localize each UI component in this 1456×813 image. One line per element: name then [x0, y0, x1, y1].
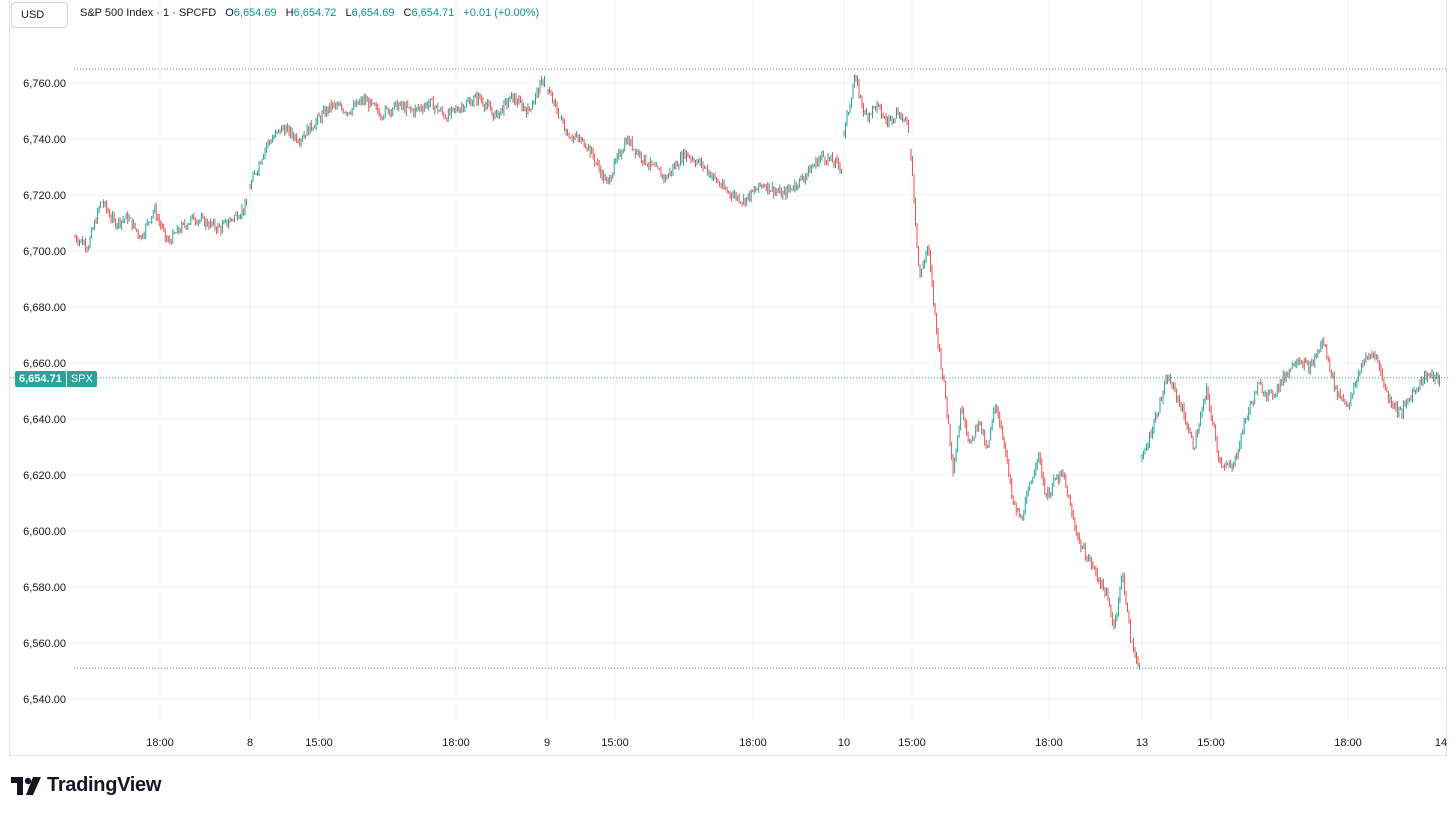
- y-tick-label: 6,720.00: [23, 190, 66, 202]
- open-label: O: [225, 7, 234, 19]
- brand-name: TradingView: [47, 774, 162, 796]
- price-chart[interactable]: 6,540.00 6,560.00 6,580.00 6,600.00 6,620.00…: [10, 0, 1448, 756]
- x-tick-label: 15:00: [601, 737, 629, 749]
- open-value: 6,654.69: [233, 7, 277, 19]
- low-label: L: [345, 7, 352, 19]
- x-tick-label: 18:00: [146, 737, 174, 749]
- high-value: 6,654.72: [293, 7, 337, 19]
- tradingview-brand[interactable]: TradingView: [11, 774, 161, 797]
- y-tick-label: 6,640.00: [23, 414, 66, 426]
- x-tick-label: 10: [838, 737, 850, 749]
- y-tick-label: 6,740.00: [23, 134, 66, 146]
- y-tick-label: 6,660.00: [23, 358, 66, 370]
- y-tick-label: 6,560.00: [23, 638, 66, 650]
- last-price-label: 6,654.71: [15, 371, 66, 387]
- chart-frame[interactable]: 6,540.00 6,560.00 6,580.00 6,600.00 6,620.00…: [9, 0, 1448, 756]
- y-tick-label: 6,620.00: [23, 470, 66, 482]
- x-tick-label: 18:00: [1035, 737, 1063, 749]
- x-tick-label: 15:00: [1197, 737, 1225, 749]
- symbol-badge: SPX: [66, 371, 97, 387]
- x-tick-label: 14: [1435, 737, 1447, 749]
- x-tick-label: 18:00: [739, 737, 767, 749]
- y-tick-label: 6,700.00: [23, 246, 66, 258]
- low-value: 6,654.69: [351, 7, 395, 19]
- tradingview-logo-icon: [11, 776, 41, 795]
- close-label: C: [403, 7, 412, 19]
- x-tick-label: 13: [1136, 737, 1148, 749]
- x-tick-label: 15:00: [898, 737, 926, 749]
- y-tick-label: 6,760.00: [23, 78, 66, 90]
- x-tick-label: 9: [544, 737, 550, 749]
- y-tick-label: 6,540.00: [23, 694, 66, 706]
- high-label: H: [285, 7, 294, 19]
- y-tick-label: 6,580.00: [23, 582, 66, 594]
- x-tick-label: 18:00: [442, 737, 470, 749]
- close-value: 6,654.71: [411, 7, 455, 19]
- x-tick-label: 15:00: [305, 737, 333, 749]
- currency-selector[interactable]: USD: [11, 2, 68, 28]
- change-value: +0.01 (+0.00%): [463, 7, 540, 19]
- y-tick-label: 6,600.00: [23, 526, 66, 538]
- y-tick-label: 6,680.00: [23, 302, 66, 314]
- x-tick-label: 18:00: [1334, 737, 1362, 749]
- symbol-line[interactable]: S&P 500 Index · 1 · SPCFD: [80, 7, 217, 19]
- x-tick-label: 8: [247, 737, 253, 749]
- last-price-tag: 6,654.71 SPX: [15, 371, 97, 387]
- ohlc-legend: S&P 500 Index · 1 · SPCFD O6,654.69 H6,6…: [80, 6, 539, 20]
